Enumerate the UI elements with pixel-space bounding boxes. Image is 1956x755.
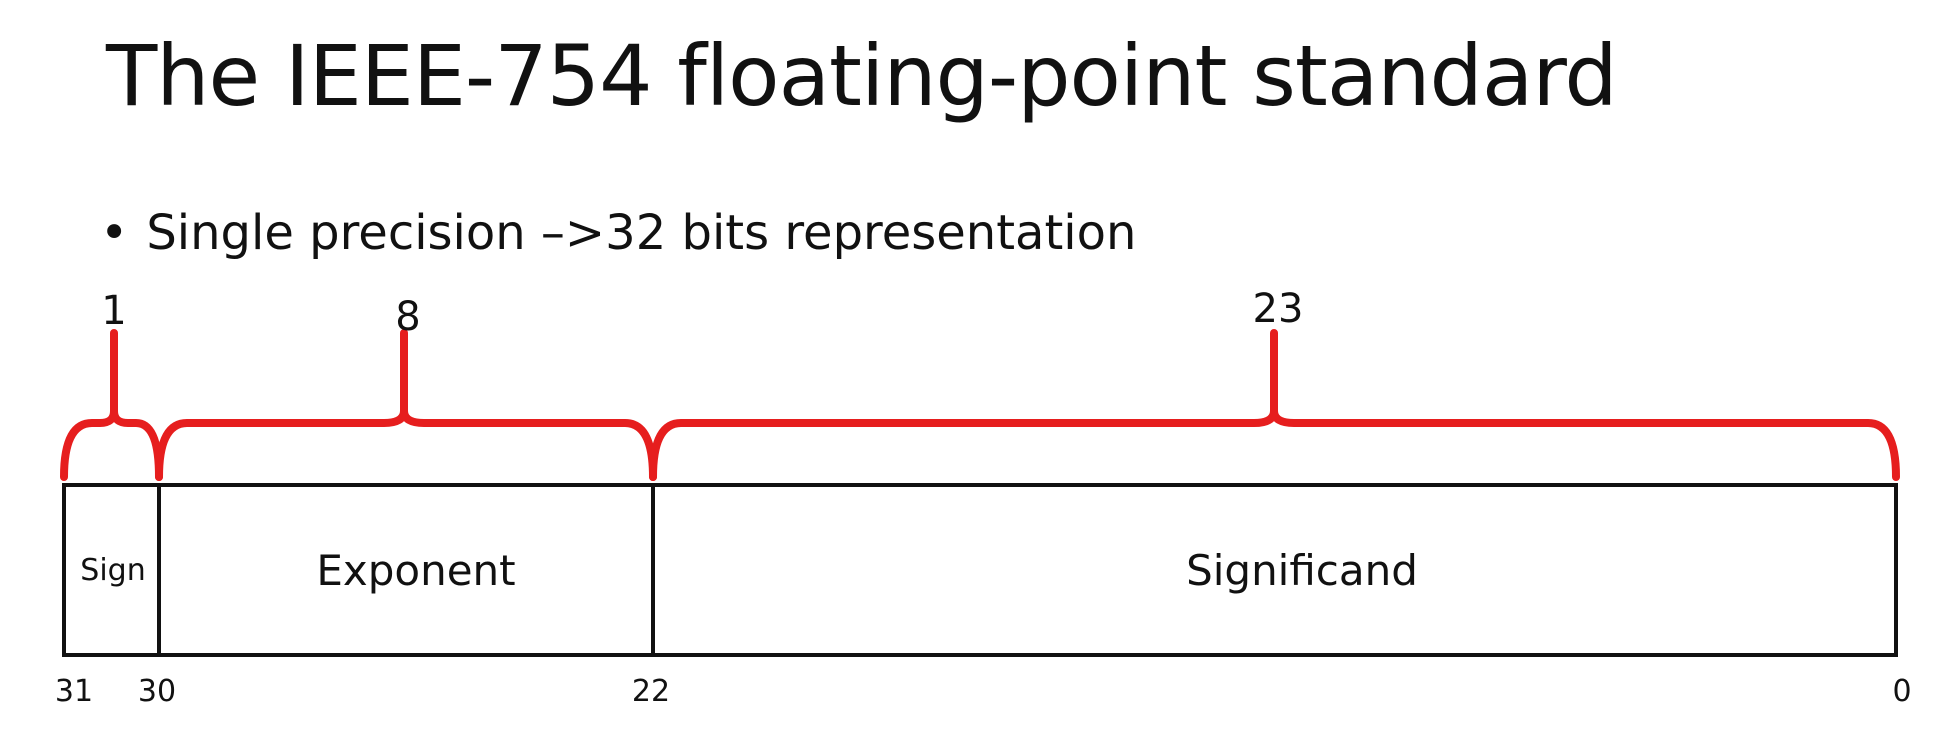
significand-field-label: Significand — [1186, 546, 1418, 595]
slide-title: The IEEE-754 floating-point standard — [106, 27, 1618, 125]
register-box — [62, 483, 1898, 657]
significand-width-label: 23 — [1253, 286, 1304, 332]
exponent-field-label: Exponent — [316, 546, 515, 595]
sign-field-label: Sign — [80, 553, 145, 588]
bit-label-31: 31 — [55, 674, 93, 709]
exponent-brace — [155, 329, 657, 481]
bit-label-0: 0 — [1892, 674, 1911, 709]
exponent-width-label: 8 — [395, 294, 420, 340]
bullet-item: • Single precision –>32 bits representati… — [100, 205, 1136, 263]
significand-brace — [649, 329, 1900, 481]
bullet-text: Single precision –>32 bits representatio… — [146, 205, 1137, 261]
sign-brace — [60, 329, 163, 481]
bit-label-22: 22 — [632, 674, 670, 709]
bit-label-30: 30 — [138, 674, 176, 709]
sign-width-label: 1 — [101, 288, 126, 334]
bullet-dot: • — [100, 205, 129, 261]
